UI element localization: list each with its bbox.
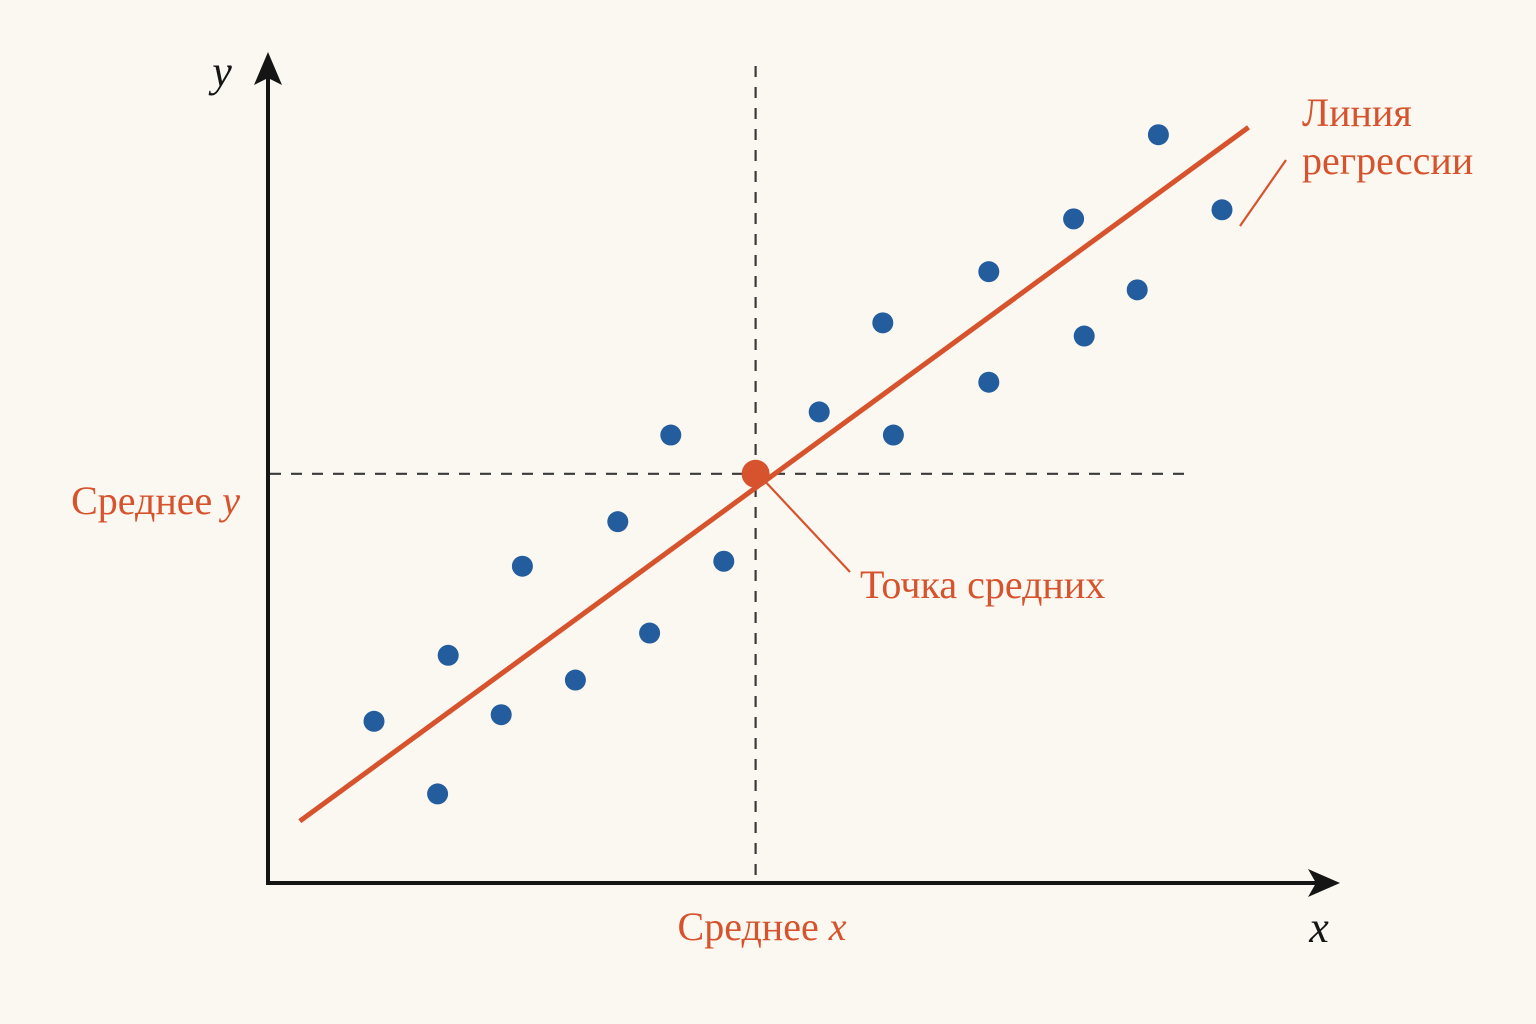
regression xyxy=(298,125,1287,824)
data-point-1 xyxy=(363,710,385,732)
mean-y-label-var: y xyxy=(218,478,240,523)
y-axis-label: y xyxy=(208,47,232,96)
axes xyxy=(254,52,1340,897)
mean-point-group xyxy=(741,459,851,573)
data-point-11 xyxy=(808,401,830,423)
data-points xyxy=(363,124,1233,805)
data-point-12 xyxy=(872,312,894,334)
data-point-18 xyxy=(1126,279,1148,301)
mean-guides xyxy=(270,66,1186,882)
y-axis-arrow xyxy=(254,52,282,85)
regression-line xyxy=(298,125,1250,824)
data-point-9 xyxy=(660,424,682,446)
data-point-2 xyxy=(427,783,449,805)
data-point-15 xyxy=(978,371,1000,393)
mean-y-label: Среднее y xyxy=(71,478,240,523)
mean-x-label: Среднее x xyxy=(678,904,847,949)
data-point-20 xyxy=(1211,199,1233,221)
mean-y-label-word: Среднее xyxy=(71,478,212,523)
regression-leader-line xyxy=(1239,159,1287,227)
mean-x-label-var: x xyxy=(828,904,847,949)
data-point-8 xyxy=(639,622,661,644)
regression-label-line-1: Линия xyxy=(1302,90,1412,135)
data-point-19 xyxy=(1147,124,1169,146)
data-point-16 xyxy=(1073,325,1095,347)
data-point-17 xyxy=(1063,208,1085,230)
mean-point-leader-line xyxy=(762,479,851,573)
mean-x-label-word: Среднее xyxy=(678,904,819,949)
data-point-3 xyxy=(437,644,459,666)
regression-label-line-2: регрессии xyxy=(1302,138,1473,183)
x-axis-arrow xyxy=(1308,869,1340,897)
data-point-5 xyxy=(511,555,533,577)
mean-point xyxy=(741,459,770,488)
data-point-14 xyxy=(978,261,1000,283)
data-point-7 xyxy=(607,511,629,533)
data-point-6 xyxy=(564,669,586,691)
data-point-10 xyxy=(713,550,735,572)
data-point-13 xyxy=(882,424,904,446)
mean-point-label: Точка средних xyxy=(860,562,1105,607)
data-point-4 xyxy=(490,704,512,726)
x-axis-label: x xyxy=(1308,903,1329,952)
labels: y x Среднее x Среднее y Точка средних Ли… xyxy=(71,47,1473,952)
